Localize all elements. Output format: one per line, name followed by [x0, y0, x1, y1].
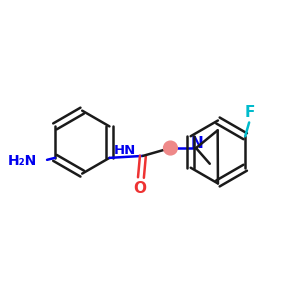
Circle shape: [164, 141, 177, 155]
Text: H₂N: H₂N: [8, 154, 37, 168]
Text: F: F: [245, 105, 255, 120]
Text: O: O: [134, 181, 146, 196]
Text: HN: HN: [114, 143, 136, 157]
Text: N: N: [190, 136, 203, 151]
